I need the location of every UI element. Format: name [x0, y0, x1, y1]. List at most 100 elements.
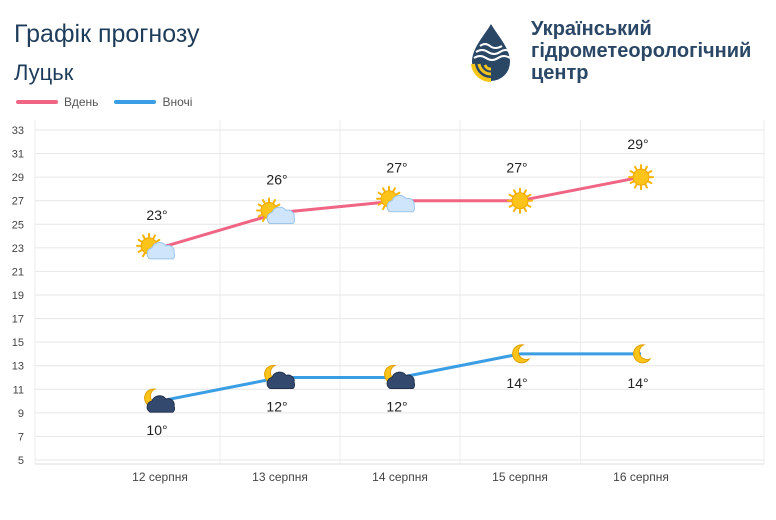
y-tick-label: 9: [18, 408, 24, 420]
day-temp-label: 23°: [146, 207, 167, 223]
night-temp-label: 12°: [266, 399, 287, 415]
sun-ray: [382, 187, 386, 192]
sun-ray: [137, 249, 143, 253]
sun-ray: [629, 170, 635, 174]
x-tick-label: 14 серпня: [372, 470, 428, 484]
sun-ray: [634, 183, 638, 189]
y-tick-label: 13: [12, 361, 24, 373]
moon-icon: [633, 344, 652, 364]
page-title: Графік прогнозу: [14, 20, 200, 48]
night-temp-label: 14°: [627, 375, 648, 391]
city-name: Луцьк: [14, 60, 74, 85]
sun-cloud-icon: [136, 232, 176, 260]
y-tick-label: 15: [12, 337, 24, 349]
sun-cloud-icon: [256, 197, 296, 224]
legend-item-day[interactable]: Вдень: [16, 95, 98, 109]
legend-swatch-night: [114, 100, 157, 104]
sun-ray: [152, 234, 156, 240]
sun-ray: [155, 238, 161, 243]
sun-ray: [526, 193, 532, 198]
sun-ray: [513, 189, 517, 194]
day-temp-label: 29°: [627, 136, 648, 152]
sun-cloud-icon: [376, 185, 416, 213]
sun-ray: [257, 214, 263, 218]
sun-ray: [508, 204, 514, 208]
sun-disc: [511, 192, 529, 210]
y-tick-label: 25: [12, 219, 24, 231]
y-tick-label: 17: [12, 314, 24, 326]
sun-ray: [629, 180, 635, 185]
day-temp-label: 27°: [386, 160, 407, 176]
x-tick-label: 16 серпня: [613, 470, 669, 484]
sun-ray: [257, 203, 263, 207]
sun-ray: [647, 180, 653, 185]
cloud-shape: [146, 395, 176, 413]
cloud-shape: [386, 194, 416, 213]
day-series-line: [159, 175, 642, 250]
sun-ray: [526, 204, 532, 208]
sun-ray: [142, 252, 146, 258]
legend-label-night: Вночі: [162, 95, 193, 109]
sun-ray: [275, 203, 281, 207]
y-tick-label: 7: [18, 431, 24, 443]
y-tick-label: 33: [12, 125, 24, 137]
sun-ray: [142, 234, 146, 240]
night-temp-label: 10°: [146, 422, 167, 438]
org-line-1: Український: [531, 18, 652, 40]
sun-ray: [508, 193, 514, 198]
sun-ray: [382, 205, 386, 211]
sun-ray: [523, 189, 527, 194]
ugmc-logo-icon: [471, 24, 511, 83]
sun-ray: [644, 165, 648, 171]
cloud-shape: [146, 242, 176, 260]
sun-ray: [647, 170, 653, 174]
legend-item-night[interactable]: Вночі: [114, 95, 192, 109]
y-tick-label: 23: [12, 243, 24, 255]
night-temp-label: 12°: [386, 399, 407, 415]
organization-name: Український гідрометеорологічний центр: [531, 18, 751, 84]
sun-ray: [262, 199, 266, 204]
y-tick-label: 31: [12, 149, 24, 161]
moon-cloud-icon: [264, 364, 296, 389]
y-tick-label: 5: [18, 455, 24, 467]
sun-ray: [644, 183, 648, 189]
moon-shape: [633, 344, 652, 364]
y-tick-label: 11: [13, 384, 24, 396]
org-line-2: гідрометеорологічний: [531, 40, 752, 62]
sun-icon: [507, 187, 533, 214]
y-tick-label: 19: [12, 290, 24, 302]
sun-ray: [395, 191, 401, 196]
y-tick-label: 21: [12, 266, 24, 278]
y-tick-label: 27: [12, 196, 24, 208]
night-temp-label: 14°: [506, 375, 527, 391]
sun-ray: [392, 187, 396, 192]
sun-ray: [634, 165, 638, 171]
cloud-shape: [386, 371, 416, 389]
x-tick-label: 13 серпня: [252, 470, 308, 484]
chart-legend: Вдень Вночі: [16, 95, 208, 109]
moon-cloud-icon: [384, 364, 416, 389]
sun-disc: [632, 168, 650, 186]
cloud-shape: [266, 371, 296, 389]
x-tick-label: 12 серпня: [132, 470, 188, 484]
sun-ray: [377, 191, 383, 196]
sun-ray: [272, 199, 276, 204]
org-line-3: центр: [531, 62, 589, 84]
y-tick-label: 29: [12, 172, 24, 184]
x-tick-label: 15 серпня: [492, 470, 548, 484]
sun-ray: [262, 217, 266, 222]
moon-cloud-icon: [144, 388, 176, 413]
sun-ray: [513, 207, 517, 213]
moon-icon: [512, 344, 531, 364]
legend-swatch-day: [16, 100, 58, 104]
sun-ray: [137, 238, 143, 243]
sun-icon: [628, 164, 654, 191]
day-temp-label: 26°: [266, 172, 287, 188]
day-temp-label: 27°: [506, 160, 527, 176]
sun-ray: [377, 202, 383, 206]
sun-ray: [523, 207, 527, 213]
cloud-shape: [266, 206, 296, 224]
legend-label-day: Вдень: [64, 95, 99, 109]
moon-shape: [512, 344, 531, 364]
